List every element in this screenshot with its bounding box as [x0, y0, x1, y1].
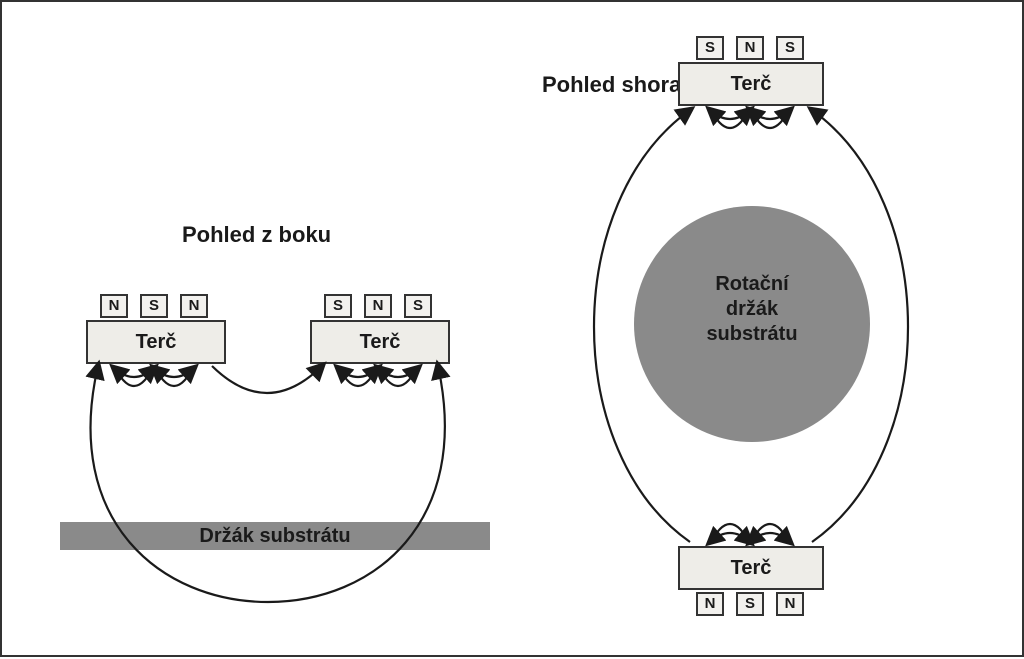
magnet-left-1: N: [100, 294, 128, 318]
circle-line-3: substrátu: [706, 323, 797, 345]
circle-line-2: držák: [726, 298, 778, 320]
substrate-holder-bar: Držák substrátu: [60, 522, 490, 550]
magnet-right-3: S: [404, 294, 432, 318]
right-target-box-top: Terč: [678, 62, 824, 106]
diagram-canvas: Pohled z boku N S N S N S Terč Terč Držá…: [0, 0, 1024, 657]
bottom-magnet-1: N: [696, 592, 724, 616]
right-view-title: Pohled shora: [542, 72, 681, 98]
rotational-holder-label: Rotační držák substrátu: [634, 272, 870, 347]
magnet-right-2: N: [364, 294, 392, 318]
top-magnet-1: S: [696, 36, 724, 60]
magnet-right-1: S: [324, 294, 352, 318]
left-target-box-1: Terč: [86, 320, 226, 364]
left-view-title: Pohled z boku: [182, 222, 331, 248]
magnet-left-2: S: [140, 294, 168, 318]
magnet-left-3: N: [180, 294, 208, 318]
bottom-magnet-3: N: [776, 592, 804, 616]
bottom-magnet-2: S: [736, 592, 764, 616]
left-target-box-2: Terč: [310, 320, 450, 364]
top-magnet-3: S: [776, 36, 804, 60]
top-magnet-2: N: [736, 36, 764, 60]
right-target-box-bottom: Terč: [678, 546, 824, 590]
circle-line-1: Rotační: [715, 273, 788, 295]
